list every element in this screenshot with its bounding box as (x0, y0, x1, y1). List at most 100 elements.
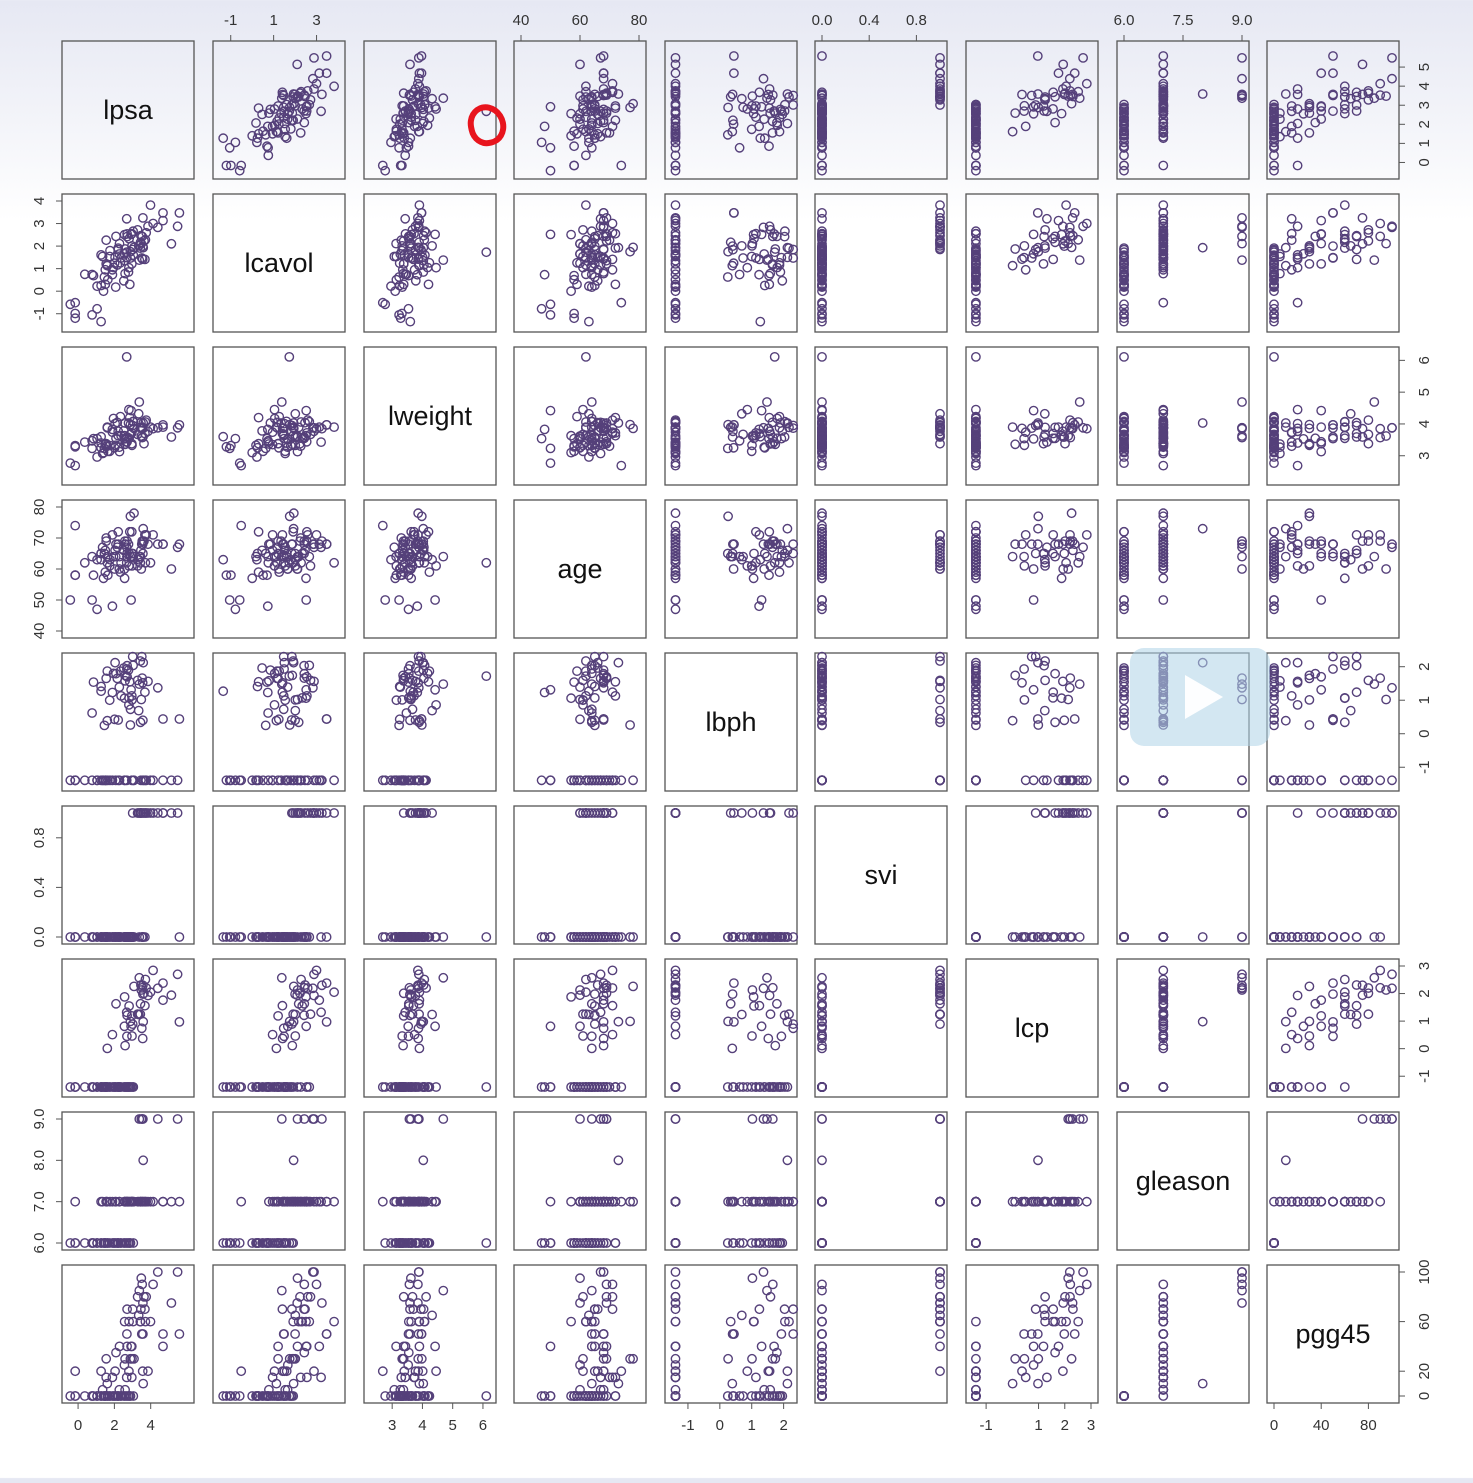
data-point (1351, 932, 1362, 942)
data-point (581, 417, 591, 427)
data-point (115, 257, 126, 268)
data-point (1119, 542, 1129, 553)
data-point (971, 250, 981, 261)
data-point (148, 530, 159, 540)
data-point (1197, 523, 1208, 534)
data-point (728, 119, 739, 130)
data-point (598, 267, 609, 277)
panel-svi-vs-lpsa (61, 805, 195, 945)
data-point (1387, 542, 1397, 553)
panel-lweight-vs-lpsa (61, 346, 195, 486)
data-point (263, 708, 273, 718)
data-point (1119, 539, 1129, 550)
data-point (79, 775, 90, 786)
data-point (1292, 775, 1303, 786)
data-point (1280, 418, 1291, 428)
data-point (257, 545, 267, 556)
data-point (137, 1033, 148, 1044)
data-point (1280, 126, 1291, 137)
data-point (1053, 539, 1064, 550)
data-point (670, 604, 681, 615)
data-point (1033, 720, 1044, 730)
data-point (1026, 90, 1037, 101)
data-point (754, 121, 764, 132)
panel-age-vs-svi (814, 499, 948, 639)
data-point (971, 412, 981, 423)
data-point (414, 243, 424, 254)
data-point (610, 1082, 621, 1092)
data-point (1069, 68, 1080, 79)
data-point (762, 551, 772, 562)
data-point (1158, 545, 1169, 556)
data-point (935, 705, 945, 716)
data-point (935, 557, 945, 568)
data-point (1119, 303, 1129, 314)
data-point (595, 221, 606, 232)
data-point (1158, 573, 1169, 584)
data-point (935, 530, 945, 540)
data-point (670, 86, 681, 96)
data-point (971, 282, 981, 292)
data-point (725, 422, 736, 433)
data-point (1286, 542, 1297, 553)
data-point (727, 241, 738, 252)
data-point (935, 717, 945, 728)
data-point (124, 279, 135, 290)
data-point (971, 545, 981, 556)
data-point (302, 415, 313, 425)
data-point (670, 121, 681, 132)
data-point (1033, 102, 1044, 113)
data-point (394, 142, 404, 153)
data-point (539, 121, 550, 132)
data-point (1158, 84, 1169, 94)
data-point (1269, 458, 1279, 468)
data-point (1375, 218, 1386, 229)
data-point (971, 932, 981, 942)
data-point (141, 227, 152, 238)
data-point (1010, 439, 1021, 450)
data-point (971, 150, 981, 161)
data-point (260, 720, 271, 731)
data-point (174, 419, 185, 430)
data-point (309, 808, 319, 818)
data-point (1119, 775, 1129, 786)
panel-lweight-vs-svi (814, 346, 948, 486)
data-point (935, 561, 945, 571)
data-point (817, 687, 827, 698)
data-point (1069, 539, 1080, 550)
data-point (1275, 775, 1285, 786)
data-point (230, 137, 241, 148)
data-point (121, 557, 132, 568)
data-point (401, 142, 412, 153)
data-point (1269, 99, 1279, 110)
data-point (545, 309, 556, 320)
data-point (1158, 81, 1169, 92)
data-point (774, 557, 785, 568)
data-point (581, 247, 591, 258)
data-point (1269, 103, 1279, 114)
data-point (398, 670, 408, 681)
data-point (290, 408, 301, 419)
data-point (971, 601, 981, 612)
panel-frame (1116, 499, 1250, 639)
data-point (1304, 561, 1315, 571)
data-point (1345, 554, 1356, 565)
data-point (1328, 548, 1338, 559)
data-point (782, 118, 793, 129)
data-point (143, 539, 153, 550)
data-point (262, 141, 272, 152)
data-point (1363, 429, 1374, 440)
panel-lpsa-vs-lcavol (212, 40, 346, 180)
data-point (1269, 542, 1279, 553)
data-point (120, 1040, 131, 1051)
data-point (610, 676, 621, 687)
data-point (1061, 81, 1072, 92)
data-point (386, 775, 396, 786)
data-point (670, 150, 681, 161)
data-point (782, 242, 793, 253)
panel-lcavol-vs-pgg45 (1266, 193, 1400, 333)
data-point (414, 200, 425, 211)
data-point (971, 313, 981, 324)
data-point (79, 437, 90, 447)
data-point (749, 548, 759, 559)
